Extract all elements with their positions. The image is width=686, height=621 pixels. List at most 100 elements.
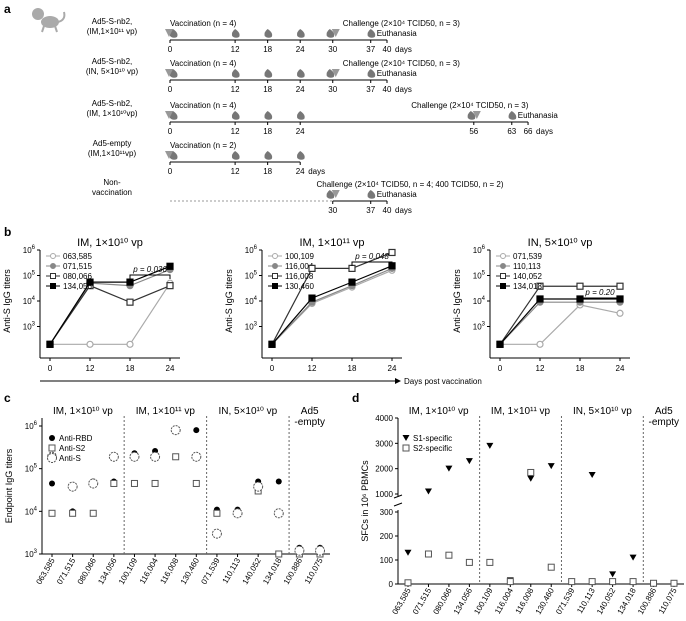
data-point xyxy=(576,282,584,290)
x-tick-label: 18 xyxy=(126,364,135,373)
data-point xyxy=(445,465,453,472)
legend-entry: 071,515 xyxy=(63,262,92,271)
y-tick-label: 104 xyxy=(25,506,38,516)
x-tick-label: 080,066 xyxy=(76,556,99,586)
y-tick-label: 104 xyxy=(245,296,258,306)
y-axis-label: Anti-S IgG titers xyxy=(224,269,234,333)
x-tick-label: 18 xyxy=(576,364,585,373)
group-dose: (IM,1×10¹¹vp) xyxy=(88,149,137,158)
syringe-drop-icon xyxy=(367,190,376,199)
data-point xyxy=(275,550,283,558)
syringe-drop-icon xyxy=(264,29,273,38)
axis-break-mark xyxy=(393,494,403,499)
timeline-row: Non-vaccination 30 37 40 days Challenge (2×10… xyxy=(92,178,504,215)
series-line xyxy=(271,265,393,345)
x-tick-label: 12 xyxy=(308,364,317,373)
syringe-drop-icon xyxy=(231,111,240,120)
data-point xyxy=(616,282,624,290)
unit-label: days xyxy=(395,45,412,54)
panel-label-b: b xyxy=(4,225,11,239)
y-axis-label: Endpoint IgG titers xyxy=(4,448,14,523)
data-point xyxy=(126,298,134,306)
x-tick-label: 24 xyxy=(616,364,625,373)
group-label: IM, 1×10¹¹ vp xyxy=(136,406,196,417)
challenge-arrow-icon xyxy=(331,69,340,77)
data-point xyxy=(67,481,78,492)
timeline-row: Ad5-S-nb2,(IM, 1×10¹⁰vp) 0 12 18 24 56 63 66 day… xyxy=(87,99,559,136)
data-point xyxy=(404,549,412,556)
data-point xyxy=(547,563,555,571)
syringe-drop-icon xyxy=(231,151,240,160)
data-point xyxy=(193,427,200,434)
data-point xyxy=(151,479,159,487)
x-tick-label: 110,113 xyxy=(575,586,597,615)
legend-marker xyxy=(500,273,506,279)
syringe-drop-icon xyxy=(264,151,273,160)
series-line xyxy=(271,251,393,345)
x-tick-label: 071,539 xyxy=(554,586,577,616)
syringe-drop-icon xyxy=(264,111,273,120)
tick-label: 24 xyxy=(296,127,305,136)
chart-title: IN, 5×10¹⁰ vp xyxy=(528,237,593,249)
challenge-arrow-icon xyxy=(331,29,340,37)
tick-label: 24 xyxy=(296,167,305,176)
tick-label: 56 xyxy=(469,127,478,136)
panel-label: c xyxy=(4,391,11,405)
data-point xyxy=(616,309,624,317)
challenge-label: Challenge (2×10⁴ TCID50, n = 3) xyxy=(343,59,460,68)
chart-title: IM, 1×10¹¹ vp xyxy=(299,237,364,249)
data-point xyxy=(506,578,514,586)
unit-label: days xyxy=(536,127,553,136)
y-axis-label: Anti-S IgG titers xyxy=(2,269,12,333)
data-point xyxy=(568,578,576,586)
group-label: Ad5 xyxy=(655,406,673,417)
tick-label: 18 xyxy=(263,127,272,136)
x-tick-label: 116,004 xyxy=(138,556,160,586)
data-point xyxy=(275,478,282,485)
significance-bracket xyxy=(129,274,171,279)
tick-label: 37 xyxy=(366,85,375,94)
legend-marker xyxy=(49,435,55,441)
legend-marker xyxy=(50,273,56,279)
series-line xyxy=(271,267,393,345)
legend-entry: 134,018 xyxy=(513,282,542,291)
y-tick-label: 103 xyxy=(473,322,486,332)
group-dose: vaccination xyxy=(92,188,132,197)
timeline-row: Ad5-empty(IM,1×10¹¹vp) 0 12 18 24 days Vaccina… xyxy=(88,139,325,176)
challenge-arrow-icon xyxy=(472,111,481,119)
x-tick-label: 110,113 xyxy=(221,556,243,585)
y-tick-label: 0 xyxy=(389,580,394,589)
challenge-label: Challenge (2×10⁴ TCID50, n = 4; 400 TCID… xyxy=(316,180,503,189)
tick-label: 18 xyxy=(263,167,272,176)
panel-label-a: a xyxy=(4,2,11,16)
legend-marker xyxy=(50,263,56,269)
legend-marker xyxy=(500,263,506,269)
legend-entry: 134,056 xyxy=(63,282,92,291)
significance-bracket xyxy=(351,261,393,266)
data-point xyxy=(86,340,94,348)
data-point xyxy=(424,550,432,558)
y-tick-label: 105 xyxy=(23,271,36,281)
data-point xyxy=(486,558,494,566)
tick-label: 18 xyxy=(263,85,272,94)
x-tick-label: 071,515 xyxy=(411,586,434,616)
x-tick-label: 100,886 xyxy=(282,556,305,586)
data-point xyxy=(609,571,617,578)
challenge-arrow-icon xyxy=(165,111,173,119)
x-tick-label: 24 xyxy=(388,364,397,373)
group-label: IM, 1×10¹⁰ vp xyxy=(53,406,113,417)
euthanasia-label: Euthanasia xyxy=(377,29,418,38)
syringe-drop-icon xyxy=(264,69,273,78)
tick-label: 12 xyxy=(231,127,240,136)
tick-label: 30 xyxy=(328,85,337,94)
x-tick-label: 116,004 xyxy=(493,586,515,616)
y-tick-label: 103 xyxy=(245,322,258,332)
x-tick-label: 12 xyxy=(536,364,545,373)
group-dose: (IM,1×10¹¹ vp) xyxy=(87,27,138,36)
legend-marker xyxy=(272,273,278,279)
legend-marker xyxy=(500,253,506,259)
data-point xyxy=(150,451,161,462)
x-tick-label: 0 xyxy=(48,364,53,373)
y-tick-label: 105 xyxy=(245,271,258,281)
tick-label: 0 xyxy=(168,45,173,54)
